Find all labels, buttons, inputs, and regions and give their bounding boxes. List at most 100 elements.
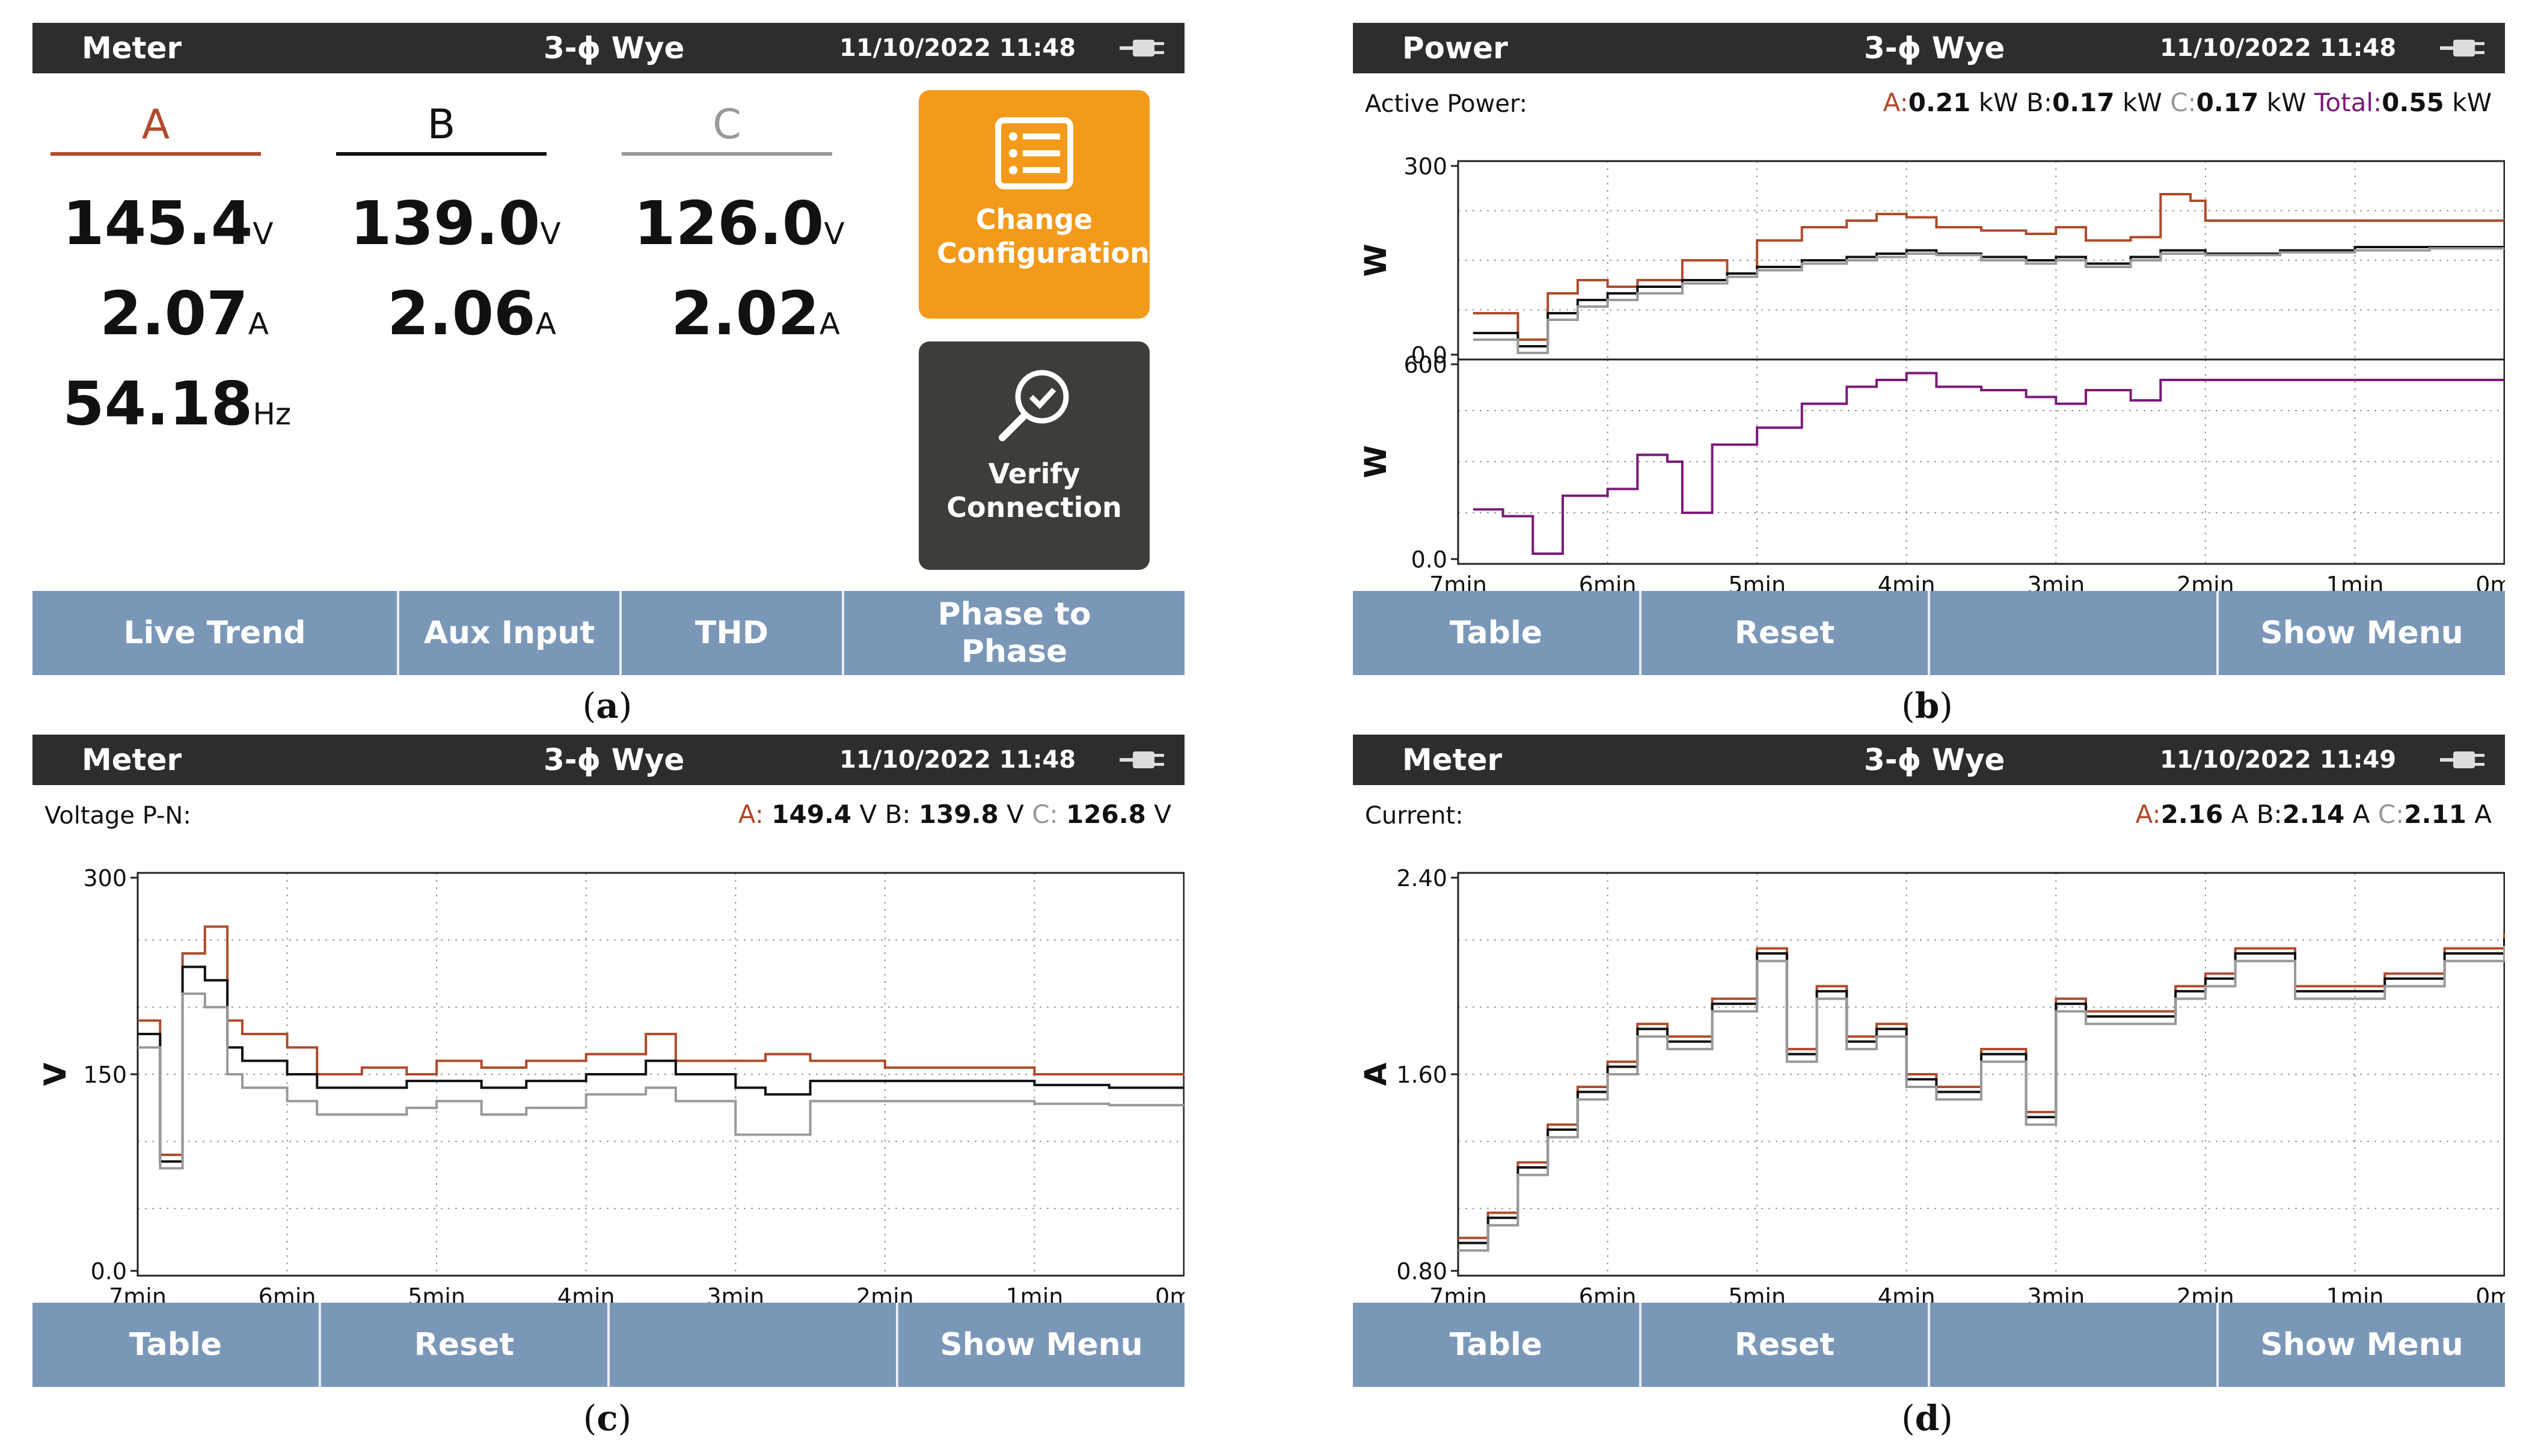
caption-c: (c) <box>583 1398 632 1439</box>
series-end-marker <box>2504 248 2505 249</box>
phase-a-current: 2.07A <box>100 278 269 349</box>
y-tick-label: 150 <box>83 1062 127 1088</box>
wiring-mode: 3-ϕ Wye <box>1864 31 2005 66</box>
reading-b-value: 2.14 <box>2282 800 2345 829</box>
softkey-show-menu[interactable]: Show Menu <box>898 1303 1185 1387</box>
y-tick-label: 600 <box>1403 352 1447 378</box>
softkey-reset[interactable]: Reset <box>1642 1303 1930 1387</box>
y-tick-label: 2.40 <box>1396 865 1447 892</box>
change-configuration-button[interactable]: Change Configuration <box>919 90 1150 319</box>
softkey-reset[interactable]: Reset <box>1642 591 1930 675</box>
caption-letter: c <box>596 1398 618 1439</box>
reading-c-value: 2.11 <box>2404 800 2466 829</box>
caption-letter: d <box>1914 1398 1940 1439</box>
softkey-reset[interactable]: Reset <box>321 1303 610 1387</box>
phase-b-header: B <box>336 101 547 156</box>
unit: A <box>819 307 840 341</box>
unit: A <box>248 307 269 341</box>
unit: kW <box>2266 88 2307 117</box>
softkey-blank[interactable] <box>1930 591 2219 675</box>
y-axis-label: W <box>1358 445 1393 478</box>
unit: kW <box>1978 88 2019 117</box>
phase-c-current: 2.02A <box>671 278 840 349</box>
phase-a-header: A <box>51 101 261 156</box>
softkey-show-menu[interactable]: Show Menu <box>2219 591 2505 675</box>
datetime: 11/10/2022 11:48 <box>839 34 1076 62</box>
softkey-blank[interactable] <box>610 1303 898 1387</box>
series-line <box>138 925 1185 1156</box>
verify-connection-label: Verify Connection <box>946 457 1122 524</box>
reading-a-label: A: <box>738 800 764 829</box>
phase-a-voltage: 145.4V <box>63 188 274 258</box>
reading-a-label: A: <box>2135 800 2161 829</box>
plug-icon <box>1120 751 1164 768</box>
value: 54.18 <box>63 369 253 439</box>
softkey-blank[interactable] <box>1930 1303 2219 1387</box>
unit: V <box>253 216 274 251</box>
y-tick-label: 0.0 <box>1411 342 1447 369</box>
softkey-table[interactable]: Table <box>1353 1303 1642 1387</box>
reading-b-value: 0.17 <box>2052 88 2115 117</box>
datetime: 11/10/2022 11:49 <box>2160 746 2397 774</box>
screen-title: Power <box>1402 31 1508 66</box>
softkey-live-trend[interactable]: Live Trend <box>32 591 399 675</box>
phase-b-voltage: 139.0V <box>350 188 561 258</box>
wiring-mode: 3-ϕ Wye <box>544 31 685 66</box>
reading-total-label: Total: <box>2314 88 2382 117</box>
readings: A:0.21 kW B:0.17 kW C:0.17 kW Total:0.55… <box>1883 88 2492 117</box>
caption-b: (b) <box>1901 685 1953 726</box>
unit: kW <box>2452 88 2492 117</box>
softkey-table[interactable]: Table <box>1353 591 1642 675</box>
y-tick-label: 0.0 <box>91 1258 127 1285</box>
series-end-marker <box>2504 932 2505 934</box>
unit: A <box>2231 800 2249 829</box>
datetime: 11/10/2022 11:48 <box>2160 34 2397 62</box>
softkey-show-menu[interactable]: Show Menu <box>2219 1303 2505 1387</box>
series-end-marker <box>2504 938 2505 939</box>
reading-label: Active Power: <box>1365 90 1528 118</box>
plug-icon <box>2440 40 2485 57</box>
softkey-table[interactable]: Table <box>32 1303 321 1387</box>
reading-b-label: B: <box>884 800 911 829</box>
softkey-aux-input[interactable]: Aux Input <box>399 591 622 675</box>
reading-label: Voltage P-N: <box>44 802 191 830</box>
readings: A: 149.4 V B: 139.8 V C: 126.8 V <box>738 800 1171 829</box>
reading-c-label: C: <box>2377 800 2405 829</box>
plug-icon <box>1120 40 1164 57</box>
y-tick-label: 300 <box>1403 153 1447 180</box>
reading-a-value: 149.4 <box>771 800 852 829</box>
phase-b-label: B <box>427 101 456 148</box>
phase-power-plot: 300 0.0 W <box>1358 153 2505 369</box>
title-bar: Power 3-ϕ Wye 11/10/2022 11:48 <box>1353 23 2505 73</box>
title-bar: Meter 3-ϕ Wye 11/10/2022 11:48 <box>32 23 1185 73</box>
series-line <box>1473 246 2504 347</box>
series-line <box>1473 372 2504 555</box>
change-configuration-label: Change Configuration <box>937 203 1150 269</box>
verify-connection-button[interactable]: Verify Connection <box>919 341 1150 570</box>
caption-letter: a <box>596 685 619 726</box>
reading-c-label: C: <box>1032 800 1058 829</box>
magnifier-check-icon <box>999 370 1069 441</box>
value: 126.0 <box>634 188 824 258</box>
y-axis-label: W <box>1358 243 1393 277</box>
reading-a-value: 2.16 <box>2160 800 2224 829</box>
value: 2.07 <box>100 278 248 349</box>
softkey-thd[interactable]: THD <box>622 591 844 675</box>
y-tick-label: 1.60 <box>1396 1062 1447 1088</box>
value: 2.02 <box>671 278 820 349</box>
title-bar: Meter 3-ϕ Wye 11/10/2022 11:49 <box>1353 735 2505 785</box>
reading-c-value: 126.8 <box>1066 800 1146 829</box>
title-bar: Meter 3-ϕ Wye 11/10/2022 11:48 <box>32 735 1185 785</box>
softkey-bar: Table Reset Show Menu <box>32 1303 1185 1387</box>
softkey-phase-to-phase[interactable]: Phase to Phase <box>844 591 1185 675</box>
panel-a-meter: Meter 3-ϕ Wye 11/10/2022 11:48 A B C 145… <box>32 23 1185 675</box>
softkey-bar: Table Reset Show Menu <box>1353 1303 2505 1387</box>
unit: A <box>535 307 556 341</box>
wiring-mode: 3-ϕ Wye <box>544 742 685 777</box>
series-end-marker <box>2504 220 2505 221</box>
reading-total-value: 0.55 <box>2382 88 2444 117</box>
